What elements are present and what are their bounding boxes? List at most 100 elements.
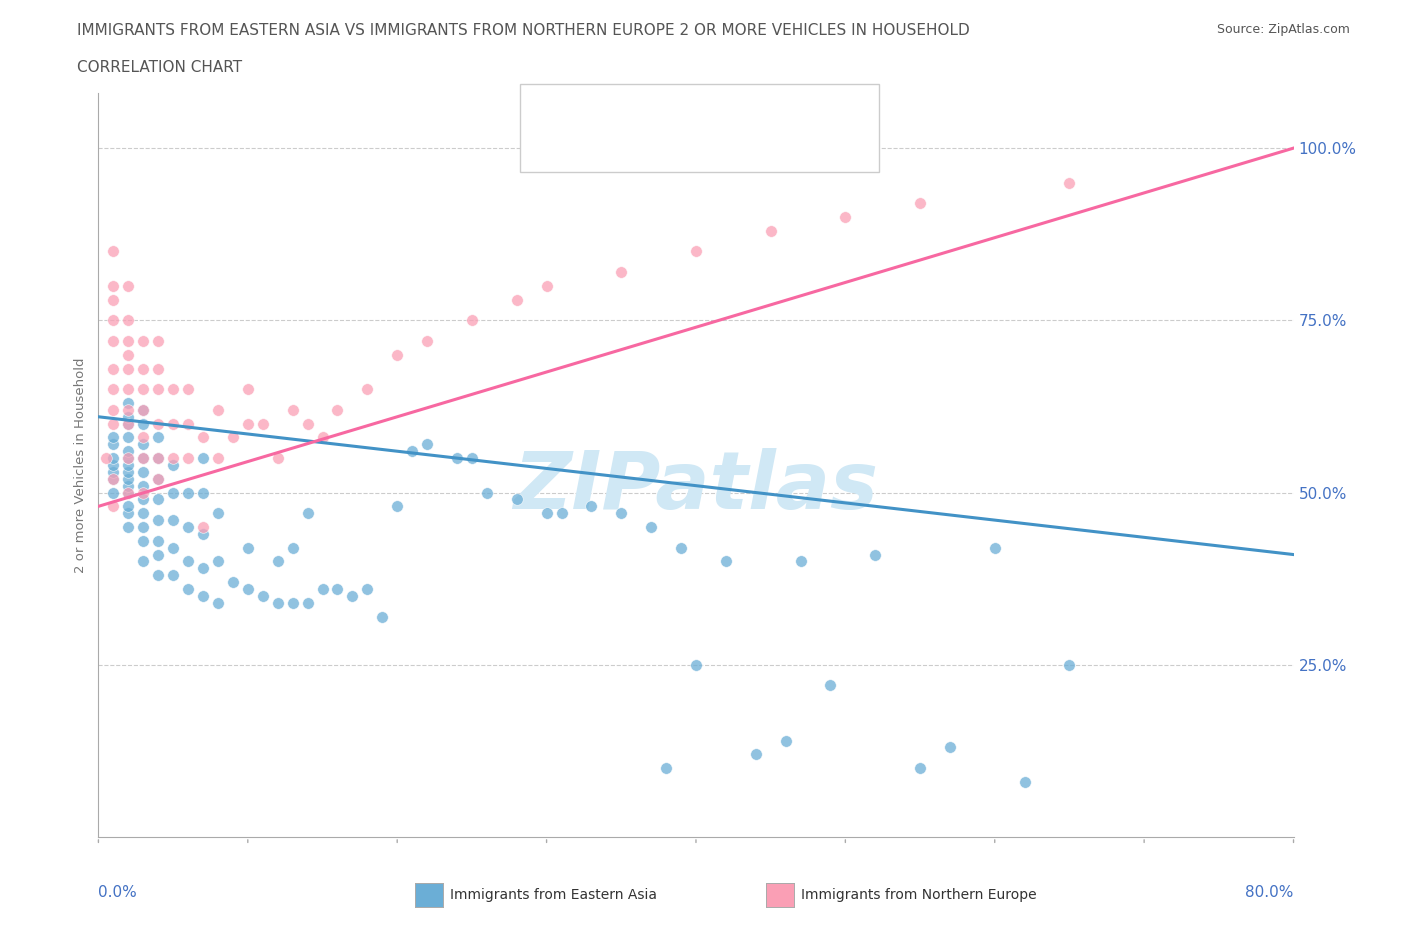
Point bbox=[132, 485, 155, 500]
Point bbox=[132, 478, 155, 493]
Point bbox=[342, 589, 364, 604]
Point bbox=[162, 382, 184, 397]
Point bbox=[117, 444, 139, 458]
Point bbox=[252, 417, 274, 432]
Point bbox=[222, 575, 245, 590]
Point bbox=[267, 595, 290, 610]
Point bbox=[984, 540, 1007, 555]
Point bbox=[385, 498, 409, 513]
Point bbox=[148, 512, 170, 527]
Point bbox=[103, 437, 125, 452]
Point bbox=[103, 472, 125, 486]
Point bbox=[908, 761, 931, 776]
Point bbox=[103, 451, 125, 466]
Point bbox=[536, 506, 558, 521]
Point bbox=[177, 382, 200, 397]
Point bbox=[191, 520, 214, 535]
Point bbox=[236, 417, 259, 432]
Text: 80.0%: 80.0% bbox=[1246, 885, 1294, 900]
Point bbox=[177, 451, 200, 466]
Point bbox=[103, 403, 125, 418]
Point bbox=[103, 472, 125, 486]
Point bbox=[610, 265, 633, 280]
Point bbox=[356, 581, 378, 596]
Text: CORRELATION CHART: CORRELATION CHART bbox=[77, 60, 242, 75]
Point bbox=[581, 498, 603, 513]
Point bbox=[148, 417, 170, 432]
Point bbox=[103, 312, 125, 327]
Point bbox=[326, 403, 349, 418]
Point bbox=[385, 347, 409, 362]
Text: IMMIGRANTS FROM EASTERN ASIA VS IMMIGRANTS FROM NORTHERN EUROPE 2 OR MORE VEHICL: IMMIGRANTS FROM EASTERN ASIA VS IMMIGRAN… bbox=[77, 23, 970, 38]
Point bbox=[281, 595, 304, 610]
Point bbox=[162, 451, 184, 466]
Text: Source: ZipAtlas.com: Source: ZipAtlas.com bbox=[1216, 23, 1350, 36]
Point bbox=[775, 733, 797, 748]
Point bbox=[132, 361, 155, 376]
Point bbox=[117, 409, 139, 424]
Point bbox=[714, 554, 737, 569]
Point bbox=[117, 347, 139, 362]
Point bbox=[789, 554, 811, 569]
Point bbox=[685, 658, 707, 672]
Point bbox=[103, 458, 125, 472]
Point bbox=[207, 554, 229, 569]
Point bbox=[148, 472, 170, 486]
Point bbox=[745, 747, 768, 762]
Point bbox=[117, 458, 139, 472]
Point bbox=[117, 464, 139, 479]
Point bbox=[132, 403, 155, 418]
Point bbox=[132, 506, 155, 521]
Text: R = -0.270   N = 99: R = -0.270 N = 99 bbox=[581, 105, 770, 124]
Point bbox=[162, 458, 184, 472]
Point bbox=[207, 506, 229, 521]
Point bbox=[356, 382, 378, 397]
Point bbox=[326, 581, 349, 596]
Point bbox=[117, 278, 139, 293]
Point bbox=[281, 540, 304, 555]
Point bbox=[236, 540, 259, 555]
Point bbox=[1059, 175, 1081, 190]
Point bbox=[177, 485, 200, 500]
Point bbox=[416, 437, 439, 452]
Point bbox=[191, 430, 214, 445]
Point bbox=[117, 506, 139, 521]
Point bbox=[162, 512, 184, 527]
Text: 0.0%: 0.0% bbox=[98, 885, 138, 900]
Point bbox=[103, 430, 125, 445]
Point bbox=[132, 334, 155, 349]
Point bbox=[103, 417, 125, 432]
Point bbox=[132, 382, 155, 397]
Text: Immigrants from Northern Europe: Immigrants from Northern Europe bbox=[801, 887, 1038, 902]
Point bbox=[461, 451, 484, 466]
Text: R =  0.475   N = 67: R = 0.475 N = 67 bbox=[581, 140, 770, 159]
Point bbox=[191, 526, 214, 541]
Point bbox=[103, 292, 125, 307]
Point bbox=[148, 533, 170, 548]
Point bbox=[506, 292, 529, 307]
Point bbox=[281, 403, 304, 418]
Point bbox=[117, 430, 139, 445]
Point bbox=[132, 464, 155, 479]
Point bbox=[103, 382, 125, 397]
Point bbox=[506, 492, 529, 507]
Point bbox=[908, 196, 931, 211]
Point bbox=[162, 417, 184, 432]
Point bbox=[297, 595, 319, 610]
Point bbox=[94, 451, 117, 466]
Point bbox=[191, 589, 214, 604]
Point bbox=[117, 520, 139, 535]
Point bbox=[820, 678, 842, 693]
Point bbox=[132, 417, 155, 432]
Point bbox=[252, 589, 274, 604]
Point bbox=[162, 485, 184, 500]
Point bbox=[132, 403, 155, 418]
Point bbox=[117, 382, 139, 397]
Point bbox=[759, 223, 782, 238]
Point bbox=[222, 430, 245, 445]
Point bbox=[117, 312, 139, 327]
Point bbox=[162, 540, 184, 555]
Point bbox=[655, 761, 678, 776]
Point bbox=[117, 451, 139, 466]
Point bbox=[461, 312, 484, 327]
